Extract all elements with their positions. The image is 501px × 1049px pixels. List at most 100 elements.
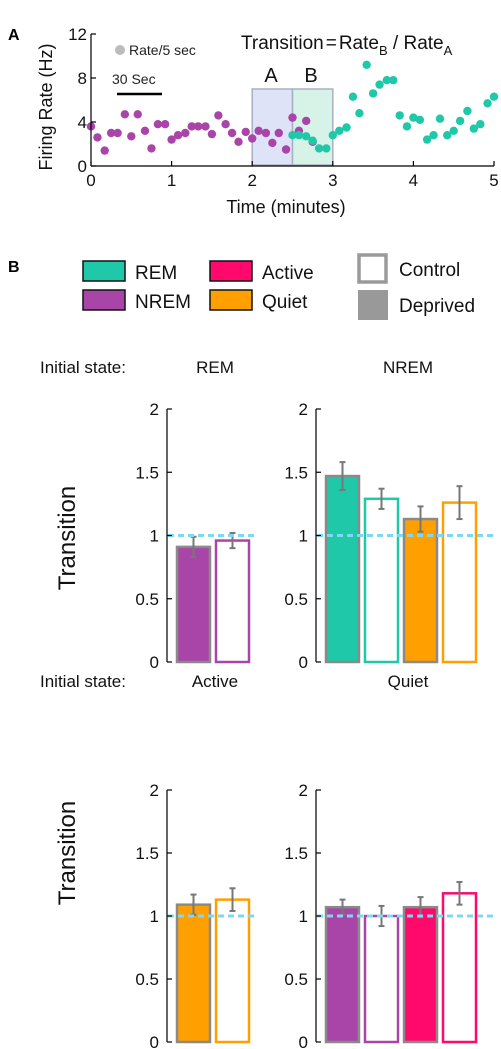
scatter-point-rem-25 (455, 116, 465, 126)
ytick-label-1: 0.5 (135, 590, 159, 609)
initial-state-label-row2: Initial state: (40, 672, 126, 691)
bar-chart-quiet: 0 0.5 1 1.5 2 (284, 781, 497, 1049)
scatter-point-nrem-15 (187, 122, 196, 131)
initial-state-active: Active (192, 672, 238, 691)
row1-ylabel: Transition (54, 486, 81, 590)
scatter-point-rem-10 (355, 109, 364, 118)
scatter-point-nrem-1 (93, 133, 102, 142)
ytick-label-4: 2 (299, 400, 308, 419)
ytick-label-4: 2 (299, 781, 308, 800)
ytick-label-1: 0.5 (135, 970, 159, 989)
bar-active-control (441, 892, 478, 1044)
initial-state-nrem: NREM (383, 358, 433, 377)
ytick-label-1: 0.5 (284, 590, 308, 609)
scatter-point-rem-1 (294, 131, 304, 140)
initial-state-label-row1: Initial state: (40, 358, 126, 377)
row2-ylabel: Transition (54, 801, 81, 905)
scatter-point-rem-30 (489, 92, 499, 101)
scatter-point-nrem-27 (268, 138, 277, 148)
legend-label-control: Control (399, 260, 460, 281)
bar-quiet-control (441, 501, 478, 664)
bar-quiet-control (214, 898, 251, 1044)
transition-formula: Transition = RateB / RateA (241, 33, 453, 58)
scatter-point-nrem-16 (193, 122, 203, 131)
scatter-point-nrem-32 (302, 116, 311, 126)
scatter-point-rem-6 (328, 131, 337, 140)
scatter-point-nrem-5 (120, 110, 130, 119)
bars (324, 474, 478, 664)
ytick-label-0: 0 (150, 1033, 159, 1049)
scatter-point-nrem-21 (227, 128, 237, 138)
scatter-point-rem-4 (314, 144, 324, 153)
bar-chart-rem: 0 0.5 1 1.5 2 (135, 400, 258, 672)
ytick-label-3: 1.5 (284, 844, 308, 863)
scatter-point-rem-7 (335, 126, 344, 135)
ytick-label-2: 1 (150, 907, 159, 926)
bar-chart-nrem: 0 0.5 1 1.5 2 (284, 400, 497, 672)
scatter-point-nrem-22 (234, 137, 243, 146)
scatter-point-nrem-9 (147, 144, 156, 153)
bar-chart-active: 0 0.5 1 1.5 2 (135, 781, 258, 1049)
panel-a-ylabel: Firing Rate (Hz) (36, 43, 56, 170)
legend-swatch-control (357, 253, 388, 284)
scatter-point-rem-2 (302, 132, 311, 141)
panel-b-legend: REM NREM Active Quiet Control Deprived (82, 253, 475, 320)
ytick-label-4: 2 (150, 400, 159, 419)
ytick-label-2: 1 (299, 907, 308, 926)
ytick-label-1: 0.5 (284, 970, 308, 989)
scatter-point-rem-27 (469, 124, 479, 133)
legend-label-deprived: Deprived (399, 296, 475, 317)
scatter-point-nrem-30 (288, 113, 297, 122)
ytick-label-0: 0 (150, 653, 159, 672)
scatter-point-rem-9 (348, 92, 358, 101)
scatter-point-nrem-17 (201, 122, 210, 131)
ytick-label-0: 0 (299, 1033, 308, 1049)
legend-swatch-quiet (209, 289, 253, 311)
panel-a-letter: A (8, 27, 20, 44)
scatter-point-nrem-12 (167, 135, 176, 144)
scatter-point-nrem-20 (221, 120, 230, 129)
panel-a-ytick-label-0: 0 (78, 157, 87, 176)
panel-a-xtick-label-5: 5 (489, 171, 498, 190)
scatter-point-rem-24 (449, 126, 458, 135)
scatter-point-rem-17 (402, 122, 412, 131)
scatter-point-nrem-23 (241, 127, 250, 137)
bar-nrem-control (363, 914, 400, 1044)
scatter-point-rem-18 (409, 113, 418, 122)
panel-a-xtick-label-4: 4 (409, 171, 418, 190)
scatter-point-nrem-7 (133, 110, 142, 119)
scatter-point-rem-16 (395, 111, 404, 120)
scatter-point-rem-21 (429, 131, 438, 140)
legend-swatch-rem (82, 260, 126, 282)
scatter-point-rem-11 (362, 60, 371, 69)
bar-rem-deprived (324, 474, 361, 664)
scatter-point-nrem-4 (113, 128, 122, 138)
scatter-point-nrem-14 (181, 128, 190, 138)
scatter-point-rem-19 (415, 115, 425, 125)
scatter-point-rem-13 (375, 80, 384, 89)
scatter-point-nrem-26 (261, 128, 271, 138)
scatter-point-rem-26 (463, 106, 472, 116)
scatter-point-rem-12 (368, 89, 378, 98)
bar-quiet-deprived (175, 903, 212, 1044)
ytick-label-3: 1.5 (135, 463, 159, 482)
panel-a-xtick-label-3: 3 (328, 171, 337, 190)
panel-a-ytick-label-2: 8 (78, 69, 87, 88)
legend-swatch-active (209, 260, 253, 282)
ytick-label-2: 1 (150, 527, 159, 546)
rate-legend-label: Rate/5 sec (129, 42, 196, 58)
scatter-point-rem-15 (389, 76, 398, 85)
panel-a-ytick-label-1: 4 (78, 113, 87, 132)
scatter-point-nrem-3 (106, 128, 116, 138)
panel-b-letter: B (8, 259, 20, 276)
bars (175, 898, 251, 1044)
panel-a-ytick-label-3: 12 (68, 25, 87, 44)
scatter-point-rem-8 (342, 123, 351, 132)
scatter-point-nrem-13 (173, 131, 183, 140)
bars (324, 892, 478, 1044)
panel-a-xlabel: Time (minutes) (226, 197, 345, 217)
ytick-label-4: 2 (150, 781, 159, 800)
